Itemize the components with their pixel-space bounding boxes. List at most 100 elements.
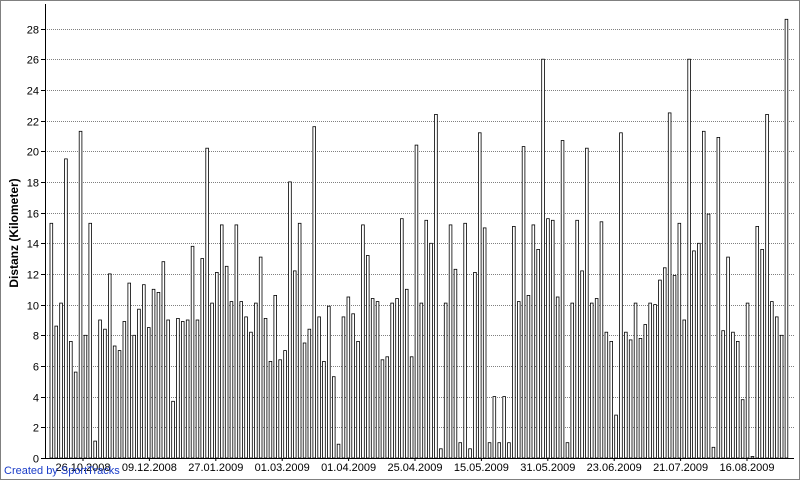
- bar: [585, 147, 589, 459]
- bar: [473, 271, 477, 459]
- bar: [103, 328, 107, 459]
- bar: [453, 268, 458, 459]
- bar: [546, 218, 550, 459]
- bar: [336, 443, 341, 459]
- bar: [575, 219, 579, 459]
- y-tick-label: 26: [27, 55, 39, 67]
- bar: [512, 225, 516, 459]
- bar: [424, 219, 428, 459]
- y-tick-label: 20: [27, 147, 39, 159]
- bar: [380, 359, 385, 459]
- x-tick-label: 25.04.2009: [387, 462, 442, 474]
- bar: [268, 360, 273, 459]
- bar: [78, 130, 83, 459]
- bar: [400, 218, 404, 459]
- bar: [224, 265, 229, 459]
- bar: [156, 291, 161, 459]
- bar: [142, 284, 146, 459]
- gridlines: [45, 29, 794, 428]
- bar: [482, 227, 487, 459]
- bar: [249, 331, 253, 459]
- y-tick-label: 18: [27, 178, 39, 190]
- bar: [195, 319, 200, 459]
- x-tick-label: 27.01.2009: [188, 462, 243, 474]
- bar: [346, 296, 351, 459]
- bars: [49, 18, 789, 459]
- bar: [565, 442, 570, 459]
- bar: [54, 325, 59, 459]
- x-tick-label: 16.08.2009: [719, 462, 774, 474]
- bar: [127, 282, 132, 459]
- bar: [599, 221, 604, 459]
- bar: [706, 213, 711, 459]
- bar: [502, 396, 506, 459]
- bar: [69, 340, 73, 459]
- bar: [463, 222, 467, 459]
- bar: [375, 301, 380, 459]
- bar: [161, 261, 166, 459]
- bar: [590, 302, 594, 459]
- bar: [312, 126, 316, 459]
- bar: [356, 340, 360, 459]
- bar: [151, 288, 156, 459]
- bar: [365, 255, 370, 459]
- bar: [750, 456, 755, 459]
- bar: [112, 345, 117, 459]
- bar: [551, 219, 555, 459]
- bar: [439, 448, 443, 459]
- bar: [663, 267, 667, 459]
- x-tick-label: 01.04.2009: [321, 462, 376, 474]
- bar: [283, 350, 287, 459]
- bar: [648, 302, 652, 459]
- bar: [702, 130, 706, 459]
- bar: [307, 328, 312, 459]
- bar: [292, 270, 297, 459]
- x-tick-label: 15.05.2009: [454, 462, 509, 474]
- bar: [414, 144, 419, 459]
- bar: [297, 222, 302, 459]
- bar: [185, 319, 190, 459]
- bar: [88, 222, 93, 459]
- y-tick-label: 28: [27, 25, 39, 37]
- bar: [497, 442, 501, 459]
- bar: [760, 248, 764, 459]
- bar: [521, 146, 526, 459]
- bar: [731, 331, 735, 459]
- bar: [711, 446, 716, 459]
- bar: [205, 147, 209, 459]
- bar: [98, 319, 102, 459]
- bar: [137, 308, 141, 459]
- y-tick-label: 2: [33, 423, 39, 435]
- bar: [171, 400, 175, 459]
- bar: [740, 399, 745, 459]
- bar: [215, 271, 219, 459]
- bar: [117, 350, 122, 459]
- bar: [765, 114, 769, 459]
- bar: [210, 302, 214, 459]
- bar: [370, 298, 375, 459]
- bar: [736, 340, 740, 459]
- bar: [487, 442, 492, 459]
- bar: [609, 340, 614, 459]
- bar: [234, 224, 239, 459]
- bar: [784, 18, 789, 459]
- y-tick-label: 14: [27, 239, 39, 251]
- bar: [721, 330, 725, 459]
- bar: [419, 302, 424, 459]
- y-tick-label: 12: [27, 270, 39, 282]
- bar: [429, 242, 433, 459]
- y-axis-label: Distanz (Kilometer): [7, 178, 21, 287]
- bar: [278, 359, 282, 459]
- bar: [317, 316, 321, 459]
- bar: [682, 319, 687, 459]
- bar: [288, 181, 292, 459]
- bar: [458, 442, 462, 459]
- bar: [122, 321, 127, 459]
- x-tick-labels: 26.10.2008 09.12.2008 27.01.2009 01.03.2009…: [55, 462, 774, 474]
- bar: [180, 321, 185, 459]
- bar: [555, 296, 560, 459]
- bar: [64, 158, 68, 459]
- bar: [49, 222, 54, 459]
- bar: [468, 448, 472, 459]
